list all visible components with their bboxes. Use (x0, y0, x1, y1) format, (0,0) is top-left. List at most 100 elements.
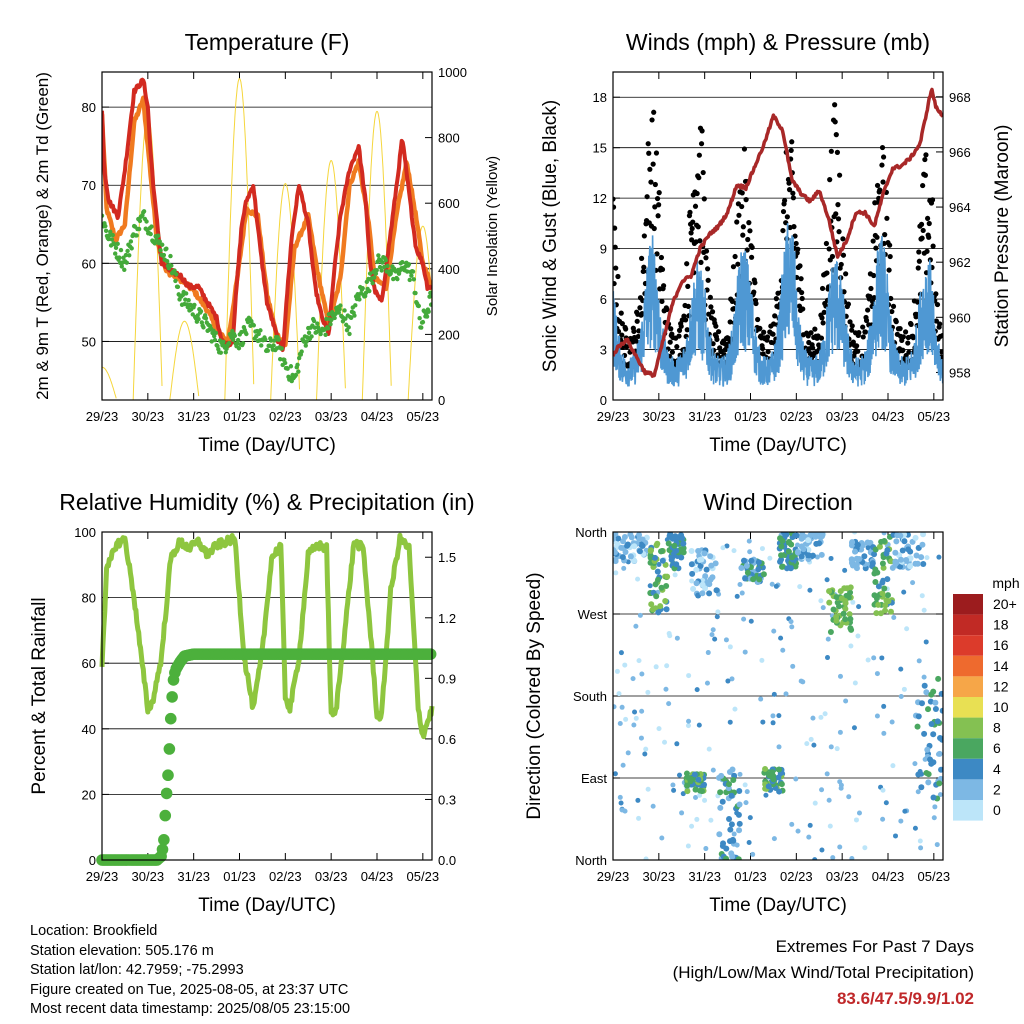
gust-point (618, 310, 624, 316)
x-tick-label: 29/23 (86, 869, 119, 884)
speed-legend: mph 20+ 18 16 14 12 10 8 6 4 2 0 (953, 575, 1020, 821)
gust-point (641, 264, 647, 270)
solar-insolation-curve (169, 320, 200, 400)
precip-point (424, 648, 437, 660)
wind-direction-ylabel: Direction (Colored By Speed) (524, 572, 545, 819)
direction-point (825, 636, 831, 642)
gust-point (808, 330, 814, 336)
dewpoint-point (249, 318, 254, 324)
gust-point (819, 285, 826, 292)
temperature-2m-line (102, 77, 432, 352)
y-tick-label: 0 (600, 393, 607, 408)
direction-point (762, 765, 769, 772)
direction-point (918, 784, 925, 791)
direction-point (657, 603, 664, 610)
direction-point (685, 843, 691, 849)
gust-point (922, 172, 929, 178)
speed-legend-label: 4 (993, 761, 1001, 777)
direction-point (665, 540, 672, 547)
speed-legend-swatch (953, 614, 983, 636)
direction-point (744, 789, 750, 795)
dewpoint-point (312, 325, 318, 330)
direction-point (771, 836, 777, 842)
winds-y2label: Station Pressure (Maroon) (992, 125, 1013, 348)
dewpoint-point (383, 258, 388, 263)
direction-point (850, 599, 856, 605)
gust-point (623, 326, 629, 332)
dewpoint-point (411, 277, 417, 282)
gust-point (727, 319, 733, 325)
dewpoint-point (218, 350, 223, 355)
gust-point (676, 333, 682, 339)
gust-point (788, 147, 794, 154)
dewpoint-point (372, 275, 377, 280)
gust-point (870, 238, 876, 244)
gust-point (667, 339, 673, 345)
direction-point (713, 587, 720, 594)
direction-point (818, 598, 824, 604)
gust-point (739, 190, 745, 196)
gust-point (676, 327, 683, 333)
direction-point (686, 718, 692, 724)
direction-point (925, 706, 932, 713)
speed-legend-swatch (953, 738, 983, 759)
dewpoint-point (169, 263, 174, 268)
speed-legend-label: 18 (993, 617, 1009, 633)
direction-point (892, 549, 899, 556)
gust-point (868, 285, 874, 292)
dewpoint-point (419, 325, 424, 330)
direction-point (837, 673, 843, 679)
direction-point (703, 846, 709, 852)
dewpoint-point (232, 333, 238, 339)
y2-tick-label: 960 (949, 310, 971, 325)
direction-point (759, 546, 765, 552)
x-tick-label: 31/23 (688, 869, 721, 884)
dewpoint-point (183, 291, 189, 296)
gust-point (933, 291, 939, 297)
direction-point (910, 580, 916, 586)
precip-point (163, 743, 176, 755)
gust-point (926, 234, 932, 240)
gust-point (698, 259, 704, 266)
gust-point (797, 263, 803, 269)
y-tick-label: West (578, 607, 608, 622)
direction-point (647, 547, 654, 554)
direction-point (924, 746, 931, 753)
direction-point (875, 583, 882, 590)
direction-point (726, 781, 733, 788)
direction-point (708, 562, 715, 569)
direction-point (671, 787, 677, 793)
precip-point (160, 787, 173, 800)
direction-point (613, 547, 617, 554)
direction-point (847, 625, 854, 632)
dewpoint-point (328, 322, 333, 327)
direction-point (689, 570, 696, 577)
gust-point (696, 175, 702, 181)
gust-point (716, 329, 722, 335)
gust-point (881, 240, 887, 247)
direction-point (822, 711, 828, 717)
gust-point (674, 344, 680, 350)
direction-point (767, 555, 773, 561)
x-tick-label: 03/23 (315, 869, 348, 884)
direction-point (655, 576, 662, 583)
dewpoint-point (306, 330, 312, 335)
gust-point (697, 238, 703, 244)
direction-point (913, 552, 920, 559)
direction-point (873, 610, 880, 617)
gust-point (906, 349, 912, 355)
y2-tick-label: 968 (949, 90, 971, 105)
gust-point (939, 332, 943, 339)
gust-point (862, 329, 869, 335)
y-tick-label: 15 (593, 141, 607, 156)
dewpoint-point (148, 231, 153, 237)
precip-point (156, 843, 169, 856)
direction-point (879, 579, 886, 586)
dewpoint-point (318, 331, 323, 337)
direction-point (932, 804, 938, 810)
direction-point (932, 705, 939, 712)
gust-point (791, 224, 797, 230)
speed-legend-swatch (953, 717, 983, 739)
direction-point (903, 556, 910, 563)
direction-point (736, 787, 743, 794)
